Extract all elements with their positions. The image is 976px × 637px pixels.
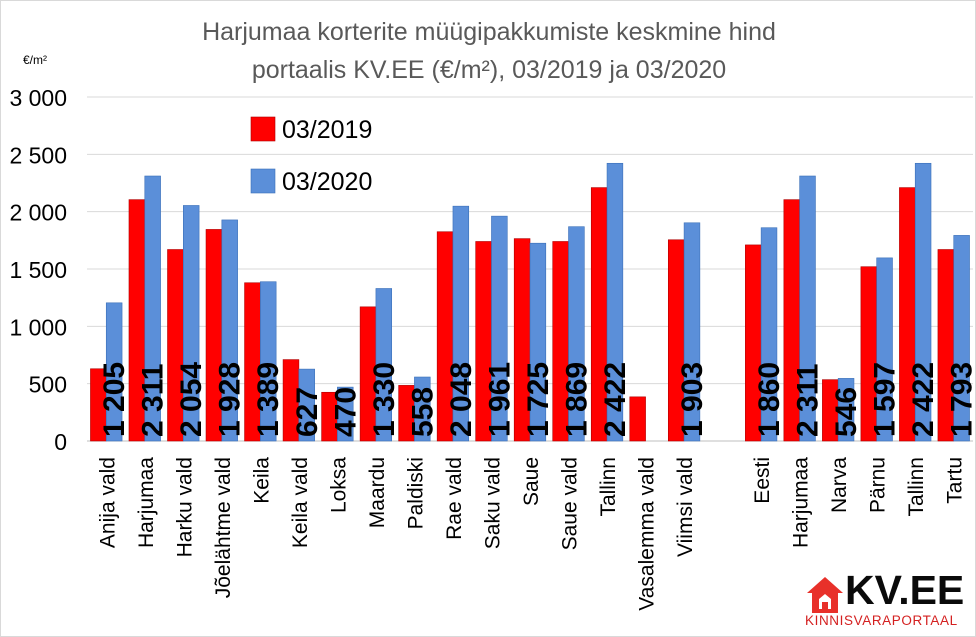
x-tick-label: Maardu xyxy=(366,457,389,528)
bar-2020 xyxy=(452,205,470,442)
y-tick-label: 3 000 xyxy=(9,85,67,111)
chart-title-line-1: Harjumaa korterite müügipakkumiste keskm… xyxy=(202,18,776,46)
data-label-2020: 1 869 xyxy=(560,362,593,437)
bar-2019 xyxy=(629,396,646,442)
data-label-2020: 1 793 xyxy=(946,362,975,437)
data-label-2020: 1 330 xyxy=(368,362,401,437)
chart-title-line-2: portaalis KV.EE (€/m²), 03/2019 ja 03/20… xyxy=(251,56,727,84)
data-label-2020: 1 903 xyxy=(676,362,709,437)
bar-2020 xyxy=(260,281,277,442)
y-tick-label: 1 500 xyxy=(9,257,67,283)
y-tick-label: 2 000 xyxy=(9,200,67,226)
data-label-2020: 1 205 xyxy=(98,362,131,437)
kv-ee-logo: KV.EE KINNISVARAPORTAAL xyxy=(801,567,971,633)
data-label-2020: 470 xyxy=(329,387,362,437)
x-tick-label: Saku vald xyxy=(481,457,504,549)
bar-2020 xyxy=(105,302,123,442)
y-tick-label: 1 000 xyxy=(9,314,67,340)
legend-swatch xyxy=(250,168,276,194)
bar-2020 xyxy=(183,205,200,442)
chart-title: Harjumaa korterite müügipakkumiste keskm… xyxy=(1,13,975,89)
x-tick-label: Harku vald xyxy=(173,457,196,557)
data-label-2020: 2 422 xyxy=(907,362,940,437)
x-tick-label: Tartu xyxy=(944,457,967,504)
bars xyxy=(90,162,970,442)
x-axis-labels: Anija vald Harjumaa Harku vald Jõelähtme va… xyxy=(96,457,966,611)
data-label-2020: 2 054 xyxy=(175,362,208,437)
legend: 03/2019 03/2020 xyxy=(250,116,372,196)
x-tick-label: Narva xyxy=(828,457,851,513)
x-tick-label: Harjumaa xyxy=(135,457,158,548)
x-tick-label: Vasalemma vald xyxy=(636,457,659,611)
bar-2020 xyxy=(683,222,701,442)
bar-2020 xyxy=(914,162,932,442)
x-tick-label: Rae vald xyxy=(443,457,466,540)
data-label-2020: 1 961 xyxy=(483,362,516,437)
x-tick-label: Keila xyxy=(250,457,273,504)
x-tick-label: Saue xyxy=(520,457,543,506)
legend-swatch xyxy=(250,116,276,142)
bar-2020 xyxy=(337,386,354,442)
bar-2020 xyxy=(837,378,855,442)
data-label-2020: 1 928 xyxy=(214,362,247,437)
data-label-2020: 627 xyxy=(291,387,324,437)
bar-2020 xyxy=(491,215,508,442)
x-tick-label: Viimsi vald xyxy=(674,457,697,557)
y-tick-label: 500 xyxy=(29,372,67,398)
legend-label: 03/2020 xyxy=(282,168,372,196)
x-tick-label: Keila vald xyxy=(289,457,312,548)
x-tick-label: Eesti xyxy=(751,457,774,504)
x-tick-label: Tallinn xyxy=(905,457,928,517)
x-tick-label: Harjumaa xyxy=(790,457,813,548)
bar-2020 xyxy=(298,368,315,442)
x-tick-label: Tallinn xyxy=(597,457,620,517)
bar-2020 xyxy=(953,235,970,442)
bar-2020 xyxy=(876,257,893,442)
y-tick-label: 0 xyxy=(54,429,67,455)
bar-2020 xyxy=(144,175,161,442)
data-label-2020: 546 xyxy=(830,387,863,437)
y-axis-unit-label: €/m² xyxy=(23,53,47,67)
data-label-2020: 2 048 xyxy=(445,362,478,437)
bar-2020 xyxy=(375,288,393,442)
y-tick-label: 2 500 xyxy=(9,142,67,168)
data-labels: 1 205 2 311 2 054 1 928 1 389 627 470 1 330 558 2… xyxy=(98,362,975,437)
data-label-2020: 558 xyxy=(406,387,439,437)
x-tick-label: Paldiski xyxy=(404,457,427,529)
data-label-2020: 2 422 xyxy=(599,362,632,437)
bar-2020 xyxy=(414,376,431,442)
data-label-2020: 1 725 xyxy=(522,362,555,437)
bar-2020 xyxy=(760,227,778,442)
logo-subtitle: KINNISVARAPORTAAL xyxy=(805,613,958,628)
x-tick-label: Loksa xyxy=(327,457,350,513)
x-tick-label: Anija vald xyxy=(96,457,119,548)
legend-label: 03/2019 xyxy=(282,116,372,144)
data-label-2020: 1 389 xyxy=(252,362,285,437)
bar-2020 xyxy=(568,226,585,442)
bar-2020 xyxy=(799,175,816,442)
y-axis-ticks: 0 500 1 000 1 500 2 000 2 500 3 000 xyxy=(9,85,67,455)
house-logo-icon xyxy=(807,577,843,613)
x-tick-label: Pärnu xyxy=(867,457,890,513)
data-label-2020: 1 597 xyxy=(869,362,902,437)
logo-text: KV.EE xyxy=(845,567,965,613)
x-tick-label: Saue vald xyxy=(559,457,582,550)
x-tick-label: Jõelähtme vald xyxy=(212,457,235,598)
bar-2020 xyxy=(221,219,238,442)
bar-2020 xyxy=(529,242,547,442)
data-label-2020: 2 311 xyxy=(137,364,170,437)
data-label-2020: 1 860 xyxy=(753,362,786,437)
data-label-2020: 2 311 xyxy=(792,364,825,437)
bar-2020 xyxy=(606,162,624,442)
